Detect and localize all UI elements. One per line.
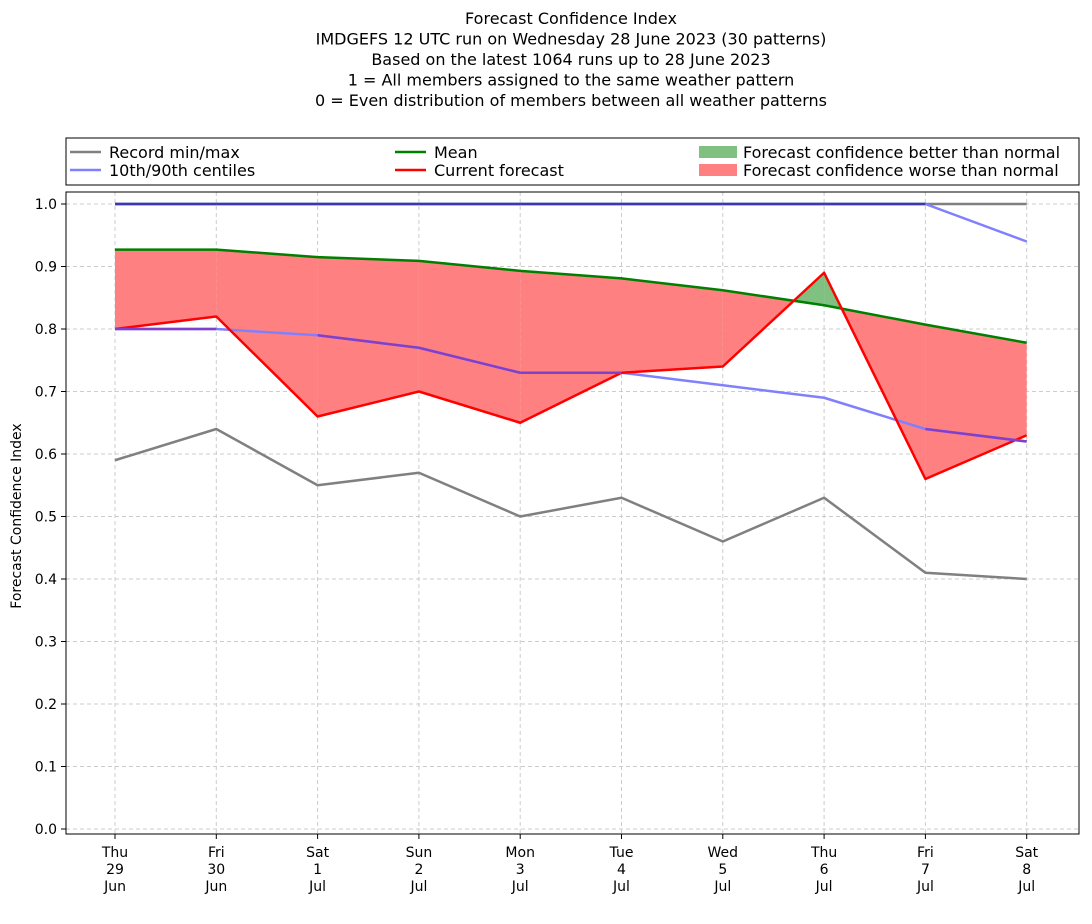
series-line-p90 — [115, 202, 1028, 243]
xtick-label-0: Thu 29 Jun — [101, 845, 128, 895]
legend-swatch-6 — [699, 164, 737, 176]
title-line-4: 1 = All members assigned to the same wea… — [348, 71, 795, 90]
ytick-label-0: 0.0 — [35, 822, 57, 838]
xtick-label-3: Sun 2 Jul — [406, 845, 433, 895]
fill-segment-4 — [520, 270, 622, 423]
legend: Record min/max Mean Forecast confidence be… — [65, 137, 1080, 186]
xtick-label-7: Thu 6 Jul — [810, 845, 837, 895]
title-line-5: 0 = Even distribution of members between… — [315, 91, 827, 110]
chart-title: Forecast Confidence Index IMDGEFS 12 UTC … — [315, 9, 827, 110]
series-lines — [114, 202, 1028, 581]
legend-label-4: 10th/90th centiles — [109, 161, 255, 180]
overlap-p10-2 — [317, 334, 420, 349]
ytick-label-3: 0.3 — [35, 635, 57, 651]
y-axis-label: Forecast Confidence Index — [9, 423, 25, 608]
ytick-label-2: 0.2 — [35, 697, 57, 713]
legend-label-5: Current forecast — [434, 161, 564, 180]
confidence-fill — [115, 249, 1027, 479]
overlap-p10-8 — [925, 427, 1027, 443]
title-line-3: Based on the latest 1064 runs up to 28 J… — [371, 50, 770, 69]
plot-frame — [65, 191, 1080, 835]
legend-label-2: Mean — [434, 143, 478, 162]
fill-segment-0 — [115, 249, 217, 329]
fill-segment-3 — [418, 260, 521, 423]
legend-label-1: Record min/max — [109, 143, 240, 162]
series-line-current — [114, 271, 1028, 481]
xtick-label-5: Tue 4 Jul — [609, 845, 634, 895]
xtick-label-9: Sat 8 Jul — [1015, 845, 1038, 895]
ytick-label-8: 0.8 — [35, 322, 57, 338]
xtick-label-2: Sat 1 Jul — [306, 845, 329, 895]
xtick-label-6: Wed 5 Jul — [708, 845, 739, 895]
ytick-label-7: 0.7 — [35, 385, 57, 401]
ytick-label-6: 0.6 — [35, 447, 57, 463]
legend-frame — [65, 137, 1080, 186]
ytick-label-9: 0.9 — [35, 260, 57, 276]
xtick-label-1: Fri 30 Jun — [204, 845, 227, 895]
ytick-label-1: 0.1 — [35, 760, 57, 776]
series-line-mean — [115, 248, 1027, 344]
xtick-label-8: Fri 7 Jul — [916, 845, 934, 895]
title-line-1: Forecast Confidence Index — [465, 9, 677, 28]
title-line-2: IMDGEFS 12 UTC run on Wednesday 28 June … — [316, 30, 827, 49]
fill-segment-8 — [925, 324, 1027, 479]
ytick-label-5: 0.5 — [35, 510, 57, 526]
ytick-label-4: 0.4 — [35, 572, 57, 588]
fill-segment-5 — [621, 278, 723, 373]
fill-segment-2 — [317, 257, 419, 417]
ytick-label-10: 1.0 — [35, 197, 57, 213]
fill-segment-6a — [722, 290, 794, 367]
series-line-record-min — [114, 427, 1027, 581]
legend-label-6: Forecast confidence worse than normal — [743, 161, 1059, 180]
tick-labels: 0.0 0.1 0.2 0.3 0.4 0.5 0.6 0.7 0.8 0.9 1.0 Thu 29 Ju… — [9, 197, 1039, 895]
legend-swatch-3 — [699, 146, 737, 158]
xtick-label-4: Mon 3 Jul — [505, 845, 535, 895]
overlap-p10-3 — [418, 346, 521, 374]
axes — [65, 191, 1080, 835]
legend-label-3: Forecast confidence better than normal — [743, 143, 1060, 162]
